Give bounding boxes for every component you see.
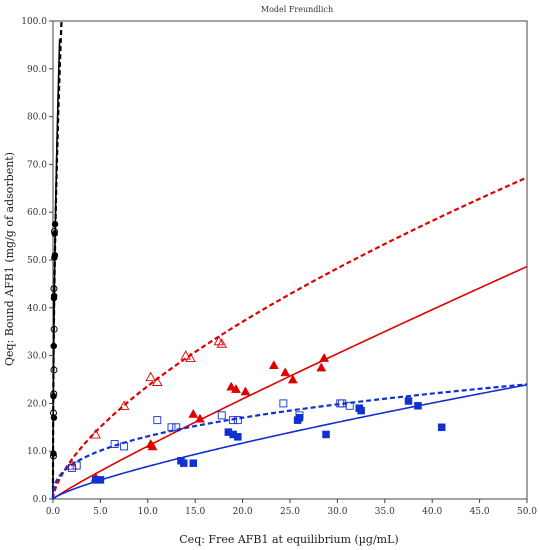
filled-circle-marker: [50, 392, 57, 400]
open-triangle-marker: [180, 350, 191, 360]
open-circle-marker: [49, 409, 57, 417]
open-square-marker: [68, 463, 76, 472]
x-tick-label: 35.0: [375, 507, 395, 517]
open-square-marker: [167, 423, 176, 432]
open-square-marker: [172, 423, 181, 432]
y-tick-label: 0.0: [33, 495, 48, 505]
open-triangle-marker: [66, 460, 78, 470]
filled-circle-marker: [50, 450, 57, 457]
x-tick-label: 50.0: [517, 507, 537, 517]
filled-triangle-marker: [195, 413, 205, 423]
fit-curve-dashed: [51, 20, 63, 499]
y-tick-label: 20.0: [27, 399, 47, 409]
y-tick-label: 90.0: [27, 65, 47, 75]
x-tick-label: 15.0: [185, 507, 205, 517]
filled-square-marker: [414, 402, 422, 410]
open-square-marker: [279, 399, 288, 408]
open-square-marker: [153, 416, 162, 425]
filled-triangle-marker: [147, 441, 158, 451]
open-triangle-marker: [216, 338, 228, 348]
filled-triangle-marker: [280, 367, 291, 377]
open-square-marker: [110, 440, 119, 448]
open-square-marker: [345, 401, 354, 410]
x-tick-label: 5.0: [93, 507, 108, 517]
open-square-marker: [120, 442, 129, 451]
filled-triangle-marker: [231, 384, 241, 393]
filled-triangle-marker: [268, 360, 279, 370]
filled-triangle-marker: [226, 381, 237, 391]
open-circle-marker: [50, 390, 58, 398]
filled-square-marker: [322, 430, 330, 439]
filled-triangle-marker: [316, 362, 327, 372]
open-square-marker: [233, 416, 242, 425]
filled-circle-marker: [51, 220, 59, 228]
x-axis-title: Ceq: Free AFB1 at equilibrium (µg/mL): [179, 533, 398, 546]
filled-triangle-marker: [240, 386, 251, 396]
y-tick-label: 40.0: [27, 304, 47, 314]
filled-square-marker: [96, 476, 105, 484]
open-circle-marker: [50, 325, 58, 333]
open-triangle-marker: [152, 376, 163, 386]
y-tick-label: 70.0: [27, 160, 47, 170]
filled-square-marker: [404, 397, 413, 405]
open-square-marker: [72, 461, 81, 470]
filled-triangle-marker: [188, 408, 199, 418]
y-axis-ticks: 0.0 10.0 20.0 30.0 40.0 50.0 60.0 70.0 80.0 90.0 1…: [21, 17, 53, 505]
data-markers: [49, 220, 446, 484]
fit-curve-solid: [52, 384, 528, 500]
open-circle-marker: [50, 227, 58, 235]
open-square-marker: [338, 399, 347, 408]
fit-curve-solid: [52, 265, 528, 500]
y-tick-label: 50.0: [27, 256, 47, 266]
open-triangle-marker: [145, 371, 156, 382]
filled-square-marker: [437, 423, 446, 432]
x-tick-label: 30.0: [327, 507, 347, 517]
filled-square-marker: [180, 459, 188, 467]
filled-square-marker: [189, 459, 198, 467]
open-triangle-marker: [90, 429, 101, 439]
x-tick-label: 25.0: [280, 507, 300, 517]
filled-circle-marker: [50, 292, 58, 300]
chart-title: Model Freundlich: [261, 5, 333, 14]
open-triangle-marker: [118, 400, 130, 410]
y-tick-label: 30.0: [27, 352, 47, 362]
open-square-marker: [217, 411, 226, 420]
filled-square-marker: [234, 433, 242, 441]
y-axis-title: Qeq: Bound AFB1 (mg/g of adsorbent): [3, 152, 16, 366]
filled-square-marker: [357, 406, 365, 415]
filled-triangle-marker: [287, 374, 298, 384]
x-tick-label: 20.0: [233, 507, 253, 517]
y-tick-label: 60.0: [27, 208, 47, 218]
open-square-marker: [295, 411, 304, 420]
y-tick-label: 100.0: [21, 17, 47, 27]
filled-circle-marker: [51, 251, 59, 259]
open-square-marker: [229, 416, 238, 425]
filled-square-marker: [295, 413, 304, 422]
x-tick-label: 0.0: [46, 507, 61, 517]
filled-circle-marker: [51, 230, 58, 237]
open-circle-marker: [50, 285, 58, 293]
y-tick-label: 80.0: [27, 113, 47, 123]
x-tick-label: 40.0: [422, 507, 442, 517]
x-tick-label: 10.0: [138, 507, 158, 517]
open-triangle-marker: [185, 352, 196, 363]
x-axis-ticks: 0.0 5.0 10.0 15.0 20.0 25.0 30.0 35.0 40.0 45.0 50…: [46, 499, 537, 517]
y-tick-label: 10.0: [27, 447, 47, 457]
filled-circle-marker: [50, 342, 58, 350]
open-circle-marker: [49, 452, 57, 460]
open-circle-marker: [50, 366, 58, 374]
x-tick-label: 45.0: [470, 507, 490, 517]
filled-triangle-marker: [319, 352, 330, 362]
